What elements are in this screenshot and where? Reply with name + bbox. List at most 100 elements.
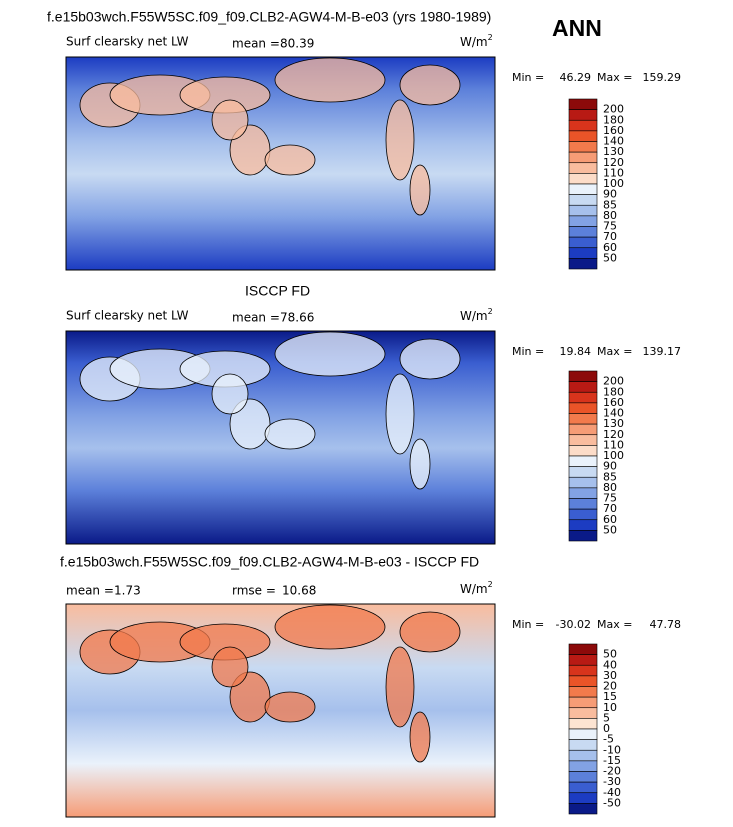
colorbar-label: 200 (603, 103, 624, 116)
min-label: Min = (512, 345, 544, 358)
units-exponent: 2 (488, 307, 493, 316)
panel-title: ISCCP FD (245, 283, 310, 299)
min-value: 46.29 (560, 71, 592, 84)
colorbar-label: 110 (603, 166, 624, 179)
colorbar-label: -40 (603, 786, 621, 799)
colorbar-label: -10 (603, 743, 621, 756)
colorbar-label: 180 (603, 385, 624, 398)
colorbar-box (568, 508, 598, 521)
colorbar-label: 85 (603, 470, 617, 483)
colorbar-box (568, 141, 598, 153)
mean-value: 78.66 (280, 311, 314, 325)
colorbar-label: -15 (603, 754, 621, 767)
colorbar-label: 70 (603, 230, 617, 243)
colorbar-label: 60 (603, 513, 617, 526)
colorbar-label: -30 (603, 775, 621, 788)
land-feature (385, 646, 415, 728)
land-feature (229, 124, 271, 176)
max-label: Max = (597, 618, 632, 631)
land-feature (385, 373, 415, 455)
colorbar-label: -20 (603, 765, 621, 778)
colorbar-box (568, 151, 598, 164)
colorbar-box (568, 391, 598, 404)
colorbar-box (568, 792, 598, 804)
colorbar-label: 110 (603, 438, 624, 451)
colorbar-box (568, 434, 598, 446)
colorbar-label: 50 (603, 523, 617, 536)
units: W/m2 (460, 307, 493, 323)
land-feature (264, 144, 316, 176)
colorbar-box (568, 728, 598, 740)
colorbar-box (568, 445, 598, 457)
colorbar-label: 75 (603, 492, 617, 505)
colorbar-box (568, 258, 598, 270)
colorbar-label: 200 (603, 375, 624, 388)
rmse-value: 10.68 (282, 584, 316, 598)
colorbar-box (568, 664, 598, 677)
panel-label: Surf clearsky net LW (66, 309, 189, 323)
colorbar-box (568, 423, 598, 436)
units-exponent: 2 (488, 580, 493, 589)
colorbar-box (568, 247, 598, 259)
land-feature (274, 57, 386, 103)
colorbar-label: 5 (603, 711, 610, 724)
land-feature (211, 99, 249, 141)
min-value: 19.84 (560, 345, 592, 358)
season: ANN (552, 15, 602, 41)
colorbar-box (568, 381, 598, 393)
colorbar-label: 120 (603, 156, 624, 169)
land-feature (229, 398, 271, 450)
colorbar-box (568, 498, 598, 510)
colorbar-box (568, 476, 598, 489)
colorbar-label: 180 (603, 113, 624, 126)
colorbar-box (568, 643, 598, 655)
colorbar-label: 140 (603, 135, 624, 148)
colorbar-label: 160 (603, 396, 624, 409)
land-feature (264, 418, 316, 450)
colorbar-label: 160 (603, 124, 624, 137)
colorbar-box (568, 466, 598, 478)
colorbar-label: 85 (603, 198, 617, 211)
max-value: 159.29 (643, 71, 682, 84)
colorbar-box (568, 455, 598, 467)
colorbar-box (568, 226, 598, 238)
colorbar-box (568, 236, 598, 249)
units-base: W/m (460, 35, 488, 49)
colorbar-box (568, 519, 598, 531)
min-label: Min = (512, 618, 544, 631)
rmse-label: rmse = (232, 584, 276, 598)
colorbar-box (568, 781, 598, 794)
mean-label: mean = (232, 37, 280, 51)
mean-value: 1.73 (114, 584, 141, 598)
land-feature (399, 338, 461, 380)
colorbar-label: 30 (603, 669, 617, 682)
min-label: Min = (512, 71, 544, 84)
colorbar-label: 130 (603, 417, 624, 430)
units: W/m2 (460, 33, 493, 49)
colorbar-box (568, 718, 598, 730)
max-label: Max = (597, 345, 632, 358)
land-feature (274, 604, 386, 650)
colorbar-box (568, 696, 598, 709)
mean-value: 80.39 (280, 37, 314, 51)
colorbar-label: 50 (603, 251, 617, 264)
land-feature (409, 164, 431, 216)
land-feature (409, 711, 431, 763)
colorbar-label: 50 (603, 648, 617, 661)
colorbar-label: 0 (603, 722, 610, 735)
colorbar-label: 40 (603, 658, 617, 671)
land-feature (211, 646, 249, 688)
colorbar-label: 100 (603, 449, 624, 462)
figure-title: f.e15b03wch.F55W5SC.f09_f09.CLB2-AGW4-M-… (47, 9, 491, 25)
colorbar-label: 140 (603, 407, 624, 420)
colorbar-box (568, 183, 598, 195)
colorbar-box (568, 487, 598, 499)
panel-title: f.e15b03wch.F55W5SC.f09_f09.CLB2-AGW4-M-… (60, 554, 479, 570)
colorbar-box (568, 215, 598, 227)
colorbar-label: 80 (603, 481, 617, 494)
colorbar-box (568, 771, 598, 783)
map (65, 56, 496, 271)
land-feature (385, 99, 415, 181)
colorbar-label: 70 (603, 502, 617, 515)
colorbar-box (568, 413, 598, 425)
